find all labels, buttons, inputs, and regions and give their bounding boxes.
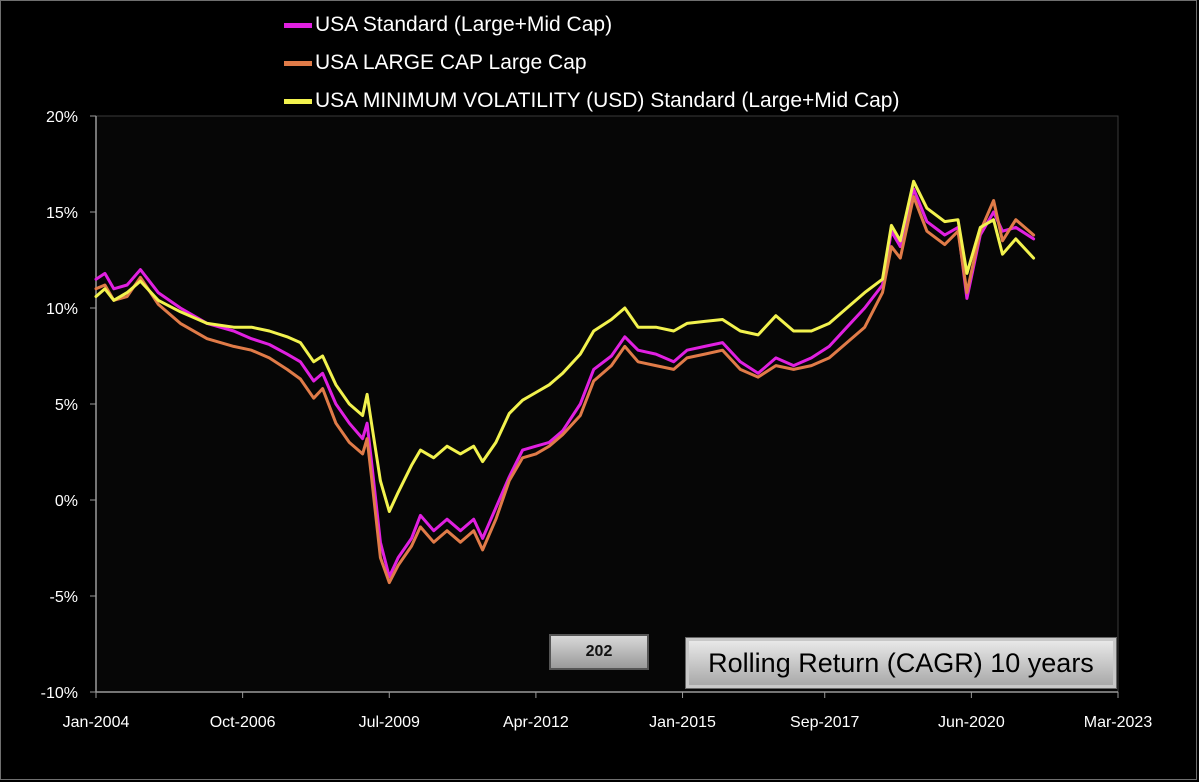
legend-swatch — [284, 22, 312, 28]
series-line — [94, 195, 1036, 585]
y-tick-label: 20% — [46, 109, 78, 126]
legend-label: USA LARGE CAP Large Cap — [315, 51, 587, 74]
x-tick-label: Jan-2015 — [649, 714, 716, 731]
legend-item: USA MINIMUM VOLATILITY (USD) Standard (L… — [284, 82, 899, 120]
y-tick-label: 0% — [55, 493, 78, 510]
legend-item: USA LARGE CAP Large Cap — [284, 44, 899, 82]
x-tick-label: Jun-2020 — [938, 714, 1005, 731]
x-tick-label: Apr-2012 — [503, 714, 569, 731]
y-tick-label: 10% — [46, 301, 78, 318]
x-tick-label: Jan-2004 — [63, 714, 130, 731]
plot-area — [95, 115, 1119, 693]
series-layer — [94, 179, 1036, 585]
y-tick-label: 5% — [55, 397, 78, 414]
legend-item: USA Standard (Large+Mid Cap) — [284, 6, 899, 44]
x-tick-label: Jul-2009 — [359, 714, 420, 731]
chart-caption: Rolling Return (CAGR) 10 years — [685, 637, 1117, 689]
series-line — [94, 179, 1036, 513]
legend-swatch — [284, 98, 312, 104]
legend-label: USA Standard (Large+Mid Cap) — [315, 13, 613, 36]
y-tick-label: -10% — [41, 685, 78, 702]
legend-swatch — [284, 60, 312, 66]
legend-label: USA MINIMUM VOLATILITY (USD) Standard (L… — [315, 89, 900, 112]
chart-legend: USA Standard (Large+Mid Cap) USA LARGE C… — [284, 6, 899, 120]
y-tick-label: -5% — [50, 589, 78, 606]
y-tick-label: 15% — [46, 205, 78, 222]
series-count-badge: 202 — [549, 634, 649, 670]
axes: -10% -5% 0% 5% 10% 15% 20% Jan-2004 Oct-2006 Jul-… — [41, 109, 1153, 731]
x-tick-label: Oct-2006 — [210, 714, 276, 731]
x-tick-label: Mar-2023 — [1084, 714, 1153, 731]
x-tick-label: Sep-2017 — [790, 714, 859, 731]
